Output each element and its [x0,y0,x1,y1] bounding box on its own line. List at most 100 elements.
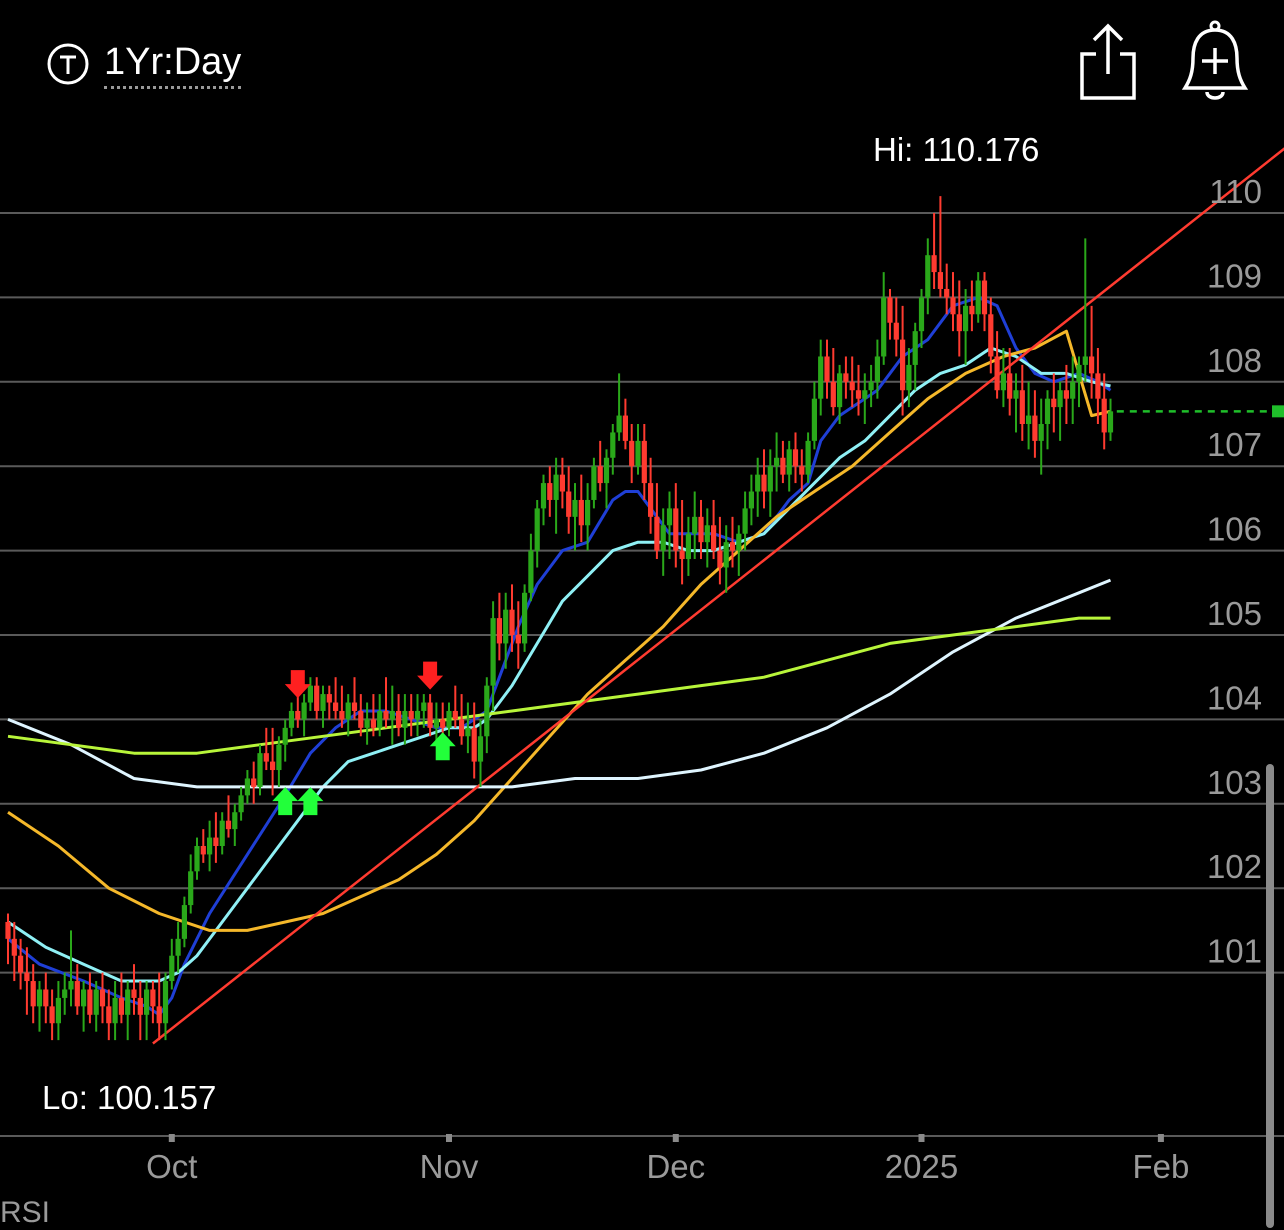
candle-day-121 [767,449,773,517]
candle-day-8 [55,981,61,1041]
candle-body [811,398,817,441]
y-tick-label-106: 106 [1207,511,1262,548]
y-tick-label-110: 110 [1209,173,1262,210]
candle-body [547,483,553,500]
candle-body [912,331,918,365]
candle-body [824,356,830,382]
candle-day-58 [370,694,376,737]
candle-day-59 [377,694,383,737]
candle-day-37 [238,786,244,821]
candle-body [692,516,698,534]
candle-body [282,727,288,745]
candle-body [1082,356,1088,365]
candle-body [786,449,792,475]
candle-body [333,702,339,711]
candle-body [270,761,276,771]
candle-body [988,314,994,357]
candle-body [660,525,666,551]
candle-body [244,778,250,796]
candle-body [723,542,729,568]
candle-body [87,989,93,1015]
candle-day-95 [603,449,610,509]
last-price-marker [1116,405,1284,418]
candle-body [648,483,654,517]
candle-body [774,457,780,467]
timeframe-label: 1Yr:Day [104,40,242,89]
candle-day-52 [333,677,339,720]
candle-body [616,415,622,433]
candle-day-128 [811,381,817,450]
candle-day-164 [1038,398,1044,475]
x-tick-Oct [168,1134,175,1142]
candle-day-97 [616,373,622,441]
timeframe-selector[interactable]: 1Yr:Day [46,36,242,92]
candle-day-113 [717,516,723,585]
candle-day-151 [956,280,962,357]
candle-day-17 [112,981,118,1041]
candle-day-32 [207,820,213,872]
candle-body [635,440,641,467]
candle-day-14 [93,981,99,1032]
share-icon[interactable] [1076,20,1140,104]
candle-body [24,972,30,982]
candle-body [736,533,742,551]
candle-day-2 [18,938,24,990]
candle-body [137,997,143,1015]
candle-day-157 [994,331,1000,399]
scrollbar[interactable] [1266,764,1274,1228]
candle-body [937,272,943,289]
candle-body [603,457,610,484]
candle-body [156,1006,162,1024]
candle-day-129 [818,339,824,416]
candle-day-41 [263,727,269,771]
candle-body [74,981,80,1007]
candle-body [18,955,24,973]
candle-body [837,373,843,408]
candle-day-28 [181,896,187,948]
candle-day-91 [578,474,584,543]
candle-body [1026,415,1032,424]
candle-day-55 [351,677,358,720]
candle-day-12 [81,981,87,1032]
candle-body [698,516,704,543]
candle-body [855,390,862,399]
candle-day-102 [648,457,654,534]
candle-body [49,1006,55,1024]
candle-day-0 [5,913,11,965]
candle-day-67 [427,694,433,737]
candle-day-70 [446,702,452,737]
rsi-indicator-label[interactable]: RSI [0,1196,51,1229]
candle-day-168 [1063,364,1069,424]
candle-body [805,440,811,475]
buy-signal-arrow-1 [272,787,299,816]
bell-plus-icon[interactable] [1180,18,1250,104]
candle-body [93,989,99,1015]
candle-body [1107,411,1114,433]
candle-day-57 [364,702,370,745]
sell-signal-arrow-0 [284,670,311,699]
candle-body [181,905,187,939]
candle-body [509,609,515,635]
moving-average-ma_cyan [7,346,1111,983]
candle-day-130 [824,339,830,399]
candle-body [925,255,931,298]
y-tick-label-101: 101 [1207,933,1262,970]
candle-day-143 [906,348,912,408]
candle-body [490,618,496,686]
candle-body [358,710,364,728]
candle-body [169,955,175,982]
candle-day-30 [194,837,200,880]
candle-body [1013,390,1019,399]
candle-day-82 [522,584,528,652]
candle-day-62 [396,694,402,737]
trendline [152,147,1284,1045]
candle-body [339,710,345,720]
candle-day-56 [358,694,364,737]
candle-body [99,989,106,1007]
candle-day-48 [307,677,313,711]
candle-body [1000,373,1006,391]
candle-body [55,997,61,1024]
candle-day-127 [805,432,811,484]
candle-body [402,710,408,728]
